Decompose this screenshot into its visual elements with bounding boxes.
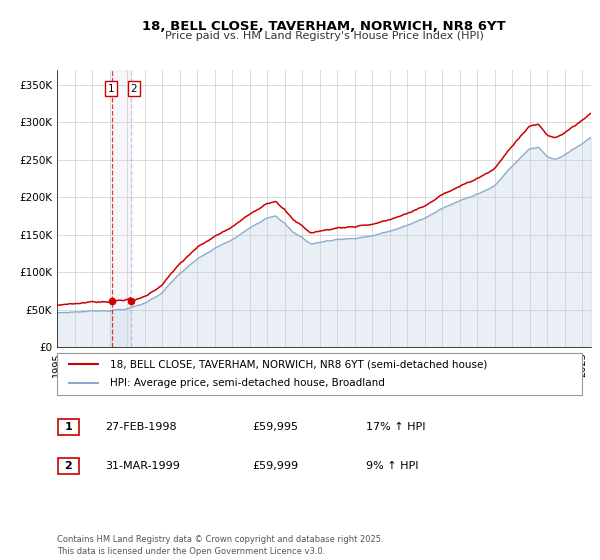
Text: 1: 1 — [108, 84, 115, 94]
Text: Price paid vs. HM Land Registry's House Price Index (HPI): Price paid vs. HM Land Registry's House … — [164, 31, 484, 41]
Text: 27-FEB-1998: 27-FEB-1998 — [105, 422, 176, 432]
Text: 2: 2 — [131, 84, 137, 94]
Bar — [112, 70, 131, 347]
Text: 31-MAR-1999: 31-MAR-1999 — [105, 461, 180, 471]
Text: 1: 1 — [65, 422, 72, 432]
Text: Contains HM Land Registry data © Crown copyright and database right 2025.
This d: Contains HM Land Registry data © Crown c… — [57, 535, 383, 556]
Text: HPI: Average price, semi-detached house, Broadland: HPI: Average price, semi-detached house,… — [110, 379, 385, 389]
Text: £59,995: £59,995 — [252, 422, 298, 432]
Text: 17% ↑ HPI: 17% ↑ HPI — [366, 422, 425, 432]
Text: 9% ↑ HPI: 9% ↑ HPI — [366, 461, 419, 471]
Text: 18, BELL CLOSE, TAVERHAM, NORWICH, NR8 6YT (semi-detached house): 18, BELL CLOSE, TAVERHAM, NORWICH, NR8 6… — [110, 359, 487, 369]
Text: £59,999: £59,999 — [252, 461, 298, 471]
Text: 18, BELL CLOSE, TAVERHAM, NORWICH, NR8 6YT: 18, BELL CLOSE, TAVERHAM, NORWICH, NR8 6… — [142, 20, 506, 32]
Text: 2: 2 — [65, 461, 72, 471]
